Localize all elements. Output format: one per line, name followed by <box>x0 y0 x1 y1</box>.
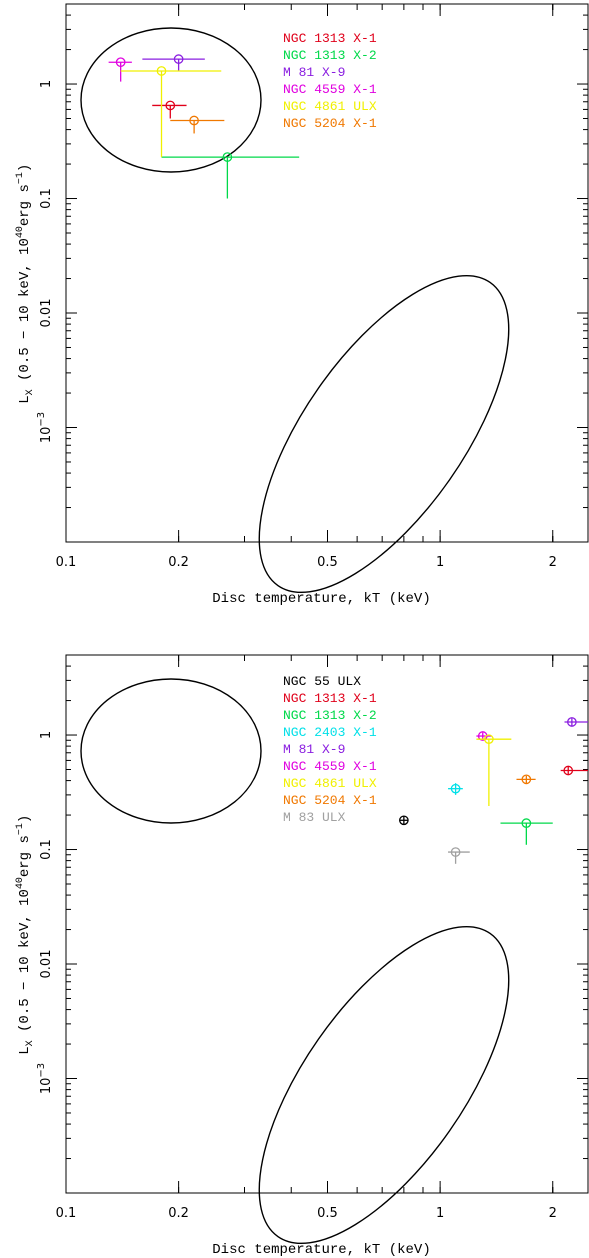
data-point <box>448 783 463 795</box>
y-tick-label: 0.01 <box>39 950 54 979</box>
y-axis-label-part: (0.5 − 10 keV, 10 <box>17 889 33 1040</box>
y-axis-label-part: −1 <box>15 823 26 835</box>
x-tick-label: 1 <box>436 1206 444 1221</box>
x-axis-label: Disc temperature, kT (keV) <box>212 591 430 607</box>
legend-entry: NGC 5204 X-1 <box>283 116 377 131</box>
x-tick-label: 0.5 <box>317 1206 338 1221</box>
legend-entry: NGC 1313 X-2 <box>283 708 377 723</box>
legend-entry: NGC 4559 X-1 <box>283 759 377 774</box>
x-tick-label: 0.1 <box>56 555 77 570</box>
legend-entry: NGC 55 ULX <box>283 674 361 689</box>
data-point <box>120 66 222 158</box>
data-marker <box>484 734 494 745</box>
data-point <box>560 765 588 776</box>
data-point <box>564 717 588 727</box>
x-tick-label: 2 <box>549 555 557 570</box>
data-marker <box>222 152 233 162</box>
legend-entry: M 81 X-9 <box>283 742 345 757</box>
x-tick-label: 0.2 <box>168 1206 189 1221</box>
data-marker <box>477 731 488 741</box>
x-tick-label: 1 <box>436 555 444 570</box>
x-tick-label: 0.1 <box>56 1206 77 1221</box>
y-axis-label-part: L <box>17 395 33 403</box>
data-point <box>170 115 225 134</box>
data-point <box>161 152 300 199</box>
y-tick-label-exponent: −3 <box>36 1063 47 1078</box>
x-tick-label: 0.5 <box>317 555 338 570</box>
legend-entry: NGC 2403 X-1 <box>283 725 377 740</box>
data-point <box>500 818 553 845</box>
y-tick-label: 10−3 <box>36 412 54 443</box>
data-marker <box>189 115 199 126</box>
y-tick-label: 0.1 <box>39 839 54 860</box>
data-point <box>476 734 512 806</box>
y-tick-label: 0.1 <box>39 188 54 209</box>
data-point <box>399 815 409 826</box>
data-marker <box>563 765 574 776</box>
legend-entry: M 81 X-9 <box>283 65 345 80</box>
legend-entry: M 83 ULX <box>283 810 346 825</box>
data-marker <box>156 66 167 76</box>
y-axis-label: LX (0.5 − 10 keV, 1040erg s−1) <box>15 164 36 404</box>
y-axis-label-part: 40 <box>15 226 26 238</box>
data-point <box>476 731 492 741</box>
data-marker <box>450 783 461 794</box>
y-axis-label-part: ) <box>17 164 33 172</box>
y-tick-label: 1 <box>39 80 54 88</box>
data-marker <box>115 57 126 68</box>
legend-entry: NGC 1313 X-2 <box>283 48 377 63</box>
y-axis-label-part: L <box>17 1046 33 1054</box>
data-point <box>142 54 205 71</box>
x-axis-label: Disc temperature, kT (keV) <box>212 1242 430 1258</box>
legend-entry: NGC 4861 ULX <box>283 99 377 114</box>
x-tick-label: 2 <box>549 1206 557 1221</box>
legend-entry: NGC 4559 X-1 <box>283 82 377 97</box>
y-axis-label-part: −1 <box>15 172 26 184</box>
y-axis-label-part: 40 <box>15 877 26 889</box>
y-tick-label-exponent: −3 <box>36 412 47 427</box>
y-axis-label-part: X <box>25 389 36 395</box>
legend-entry: NGC 1313 X-1 <box>283 691 377 706</box>
y-tick-label: 1 <box>39 731 54 739</box>
data-point <box>152 100 187 119</box>
legend-entry: NGC 1313 X-1 <box>283 31 377 46</box>
legend-entry: NGC 4861 ULX <box>283 776 377 791</box>
data-marker <box>567 717 577 727</box>
data-marker <box>173 54 184 64</box>
y-axis-label-part: erg s <box>17 835 33 877</box>
y-axis-label-part: erg s <box>17 184 33 226</box>
data-marker <box>521 774 532 785</box>
y-tick-label: 0.01 <box>39 299 54 328</box>
ellipse-lower-right <box>258 925 510 1245</box>
data-marker <box>521 818 532 828</box>
ellipse-upper-left <box>80 27 262 173</box>
data-point <box>516 774 536 785</box>
chart-panel-1: 0.1 0.2 0.5 1 2 1 0.1 0.01 10−3 Disc temperature,… <box>15 3 589 607</box>
data-point <box>108 57 132 82</box>
chart-panel-2: 0.1 0.2 0.5 1 2 1 0.1 0.01 10−3 Disc temperature,… <box>15 654 589 1258</box>
data-marker <box>450 847 461 857</box>
ellipse-upper-left <box>80 678 262 824</box>
data-point <box>448 847 470 864</box>
data-marker <box>165 100 176 111</box>
ellipse-lower-right <box>258 274 510 594</box>
y-tick-label: 10−3 <box>36 1063 54 1094</box>
x-tick-label: 0.2 <box>168 555 189 570</box>
y-axis-label-part: X <box>25 1040 36 1046</box>
data-marker <box>399 815 409 826</box>
y-axis-label-part: ) <box>17 815 33 823</box>
y-axis-label: LX (0.5 − 10 keV, 1040erg s−1) <box>15 815 36 1055</box>
legend-entry: NGC 5204 X-1 <box>283 793 377 808</box>
y-axis-label-part: (0.5 − 10 keV, 10 <box>17 238 33 389</box>
